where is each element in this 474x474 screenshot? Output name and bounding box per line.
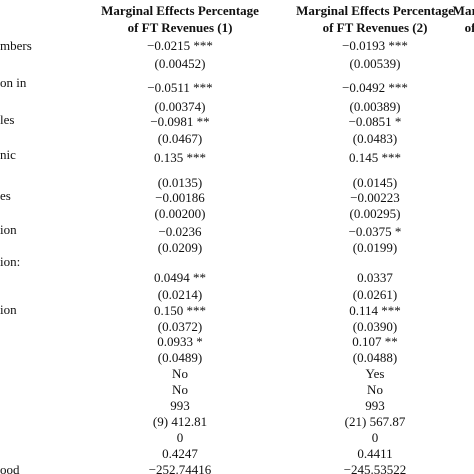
table-cell: No xyxy=(172,382,188,397)
table-cell: 0.0494 ** xyxy=(154,270,206,285)
table-cell: −0.0375 * xyxy=(348,224,402,239)
row-label: ion xyxy=(0,222,17,237)
table-cell: 0.4247 xyxy=(162,446,198,461)
table-cell: 0.114 *** xyxy=(349,303,401,318)
table-cell: 0.4411 xyxy=(357,446,393,461)
table-cell: Yes xyxy=(365,366,385,381)
table-cell: 0.0933 * xyxy=(157,334,203,349)
table-cell: (0.0135) xyxy=(157,175,203,190)
table-cell: (0.0145) xyxy=(352,175,398,190)
table-cell: No xyxy=(172,366,188,381)
table-cell: −245.53522 xyxy=(343,462,407,474)
column-header: Margi xyxy=(452,3,474,18)
table-cell: (9) 412.81 xyxy=(152,414,208,429)
table-cell: 0.135 *** xyxy=(154,150,206,165)
table-cell: 0 xyxy=(371,430,379,445)
table-cell: (0.0214) xyxy=(157,287,203,302)
row-label: mbers xyxy=(0,38,32,53)
table-cell: −0.0193 *** xyxy=(342,38,408,53)
table-cell: −0.0236 xyxy=(158,224,202,239)
table-cell: (0.0199) xyxy=(352,240,398,255)
table-cell: 0.107 ** xyxy=(352,334,398,349)
table-cell: (0.0372) xyxy=(157,319,203,334)
table-cell: (0.0467) xyxy=(157,131,203,146)
table-cell: −0.0981 ** xyxy=(150,114,210,129)
table-cell: −252.74416 xyxy=(148,462,212,474)
column-header: of FT Revenues (1) xyxy=(127,20,233,35)
table-cell: (0.00295) xyxy=(349,206,401,221)
table-cell: (0.00374) xyxy=(154,99,206,114)
row-label: on in xyxy=(0,75,27,90)
row-label: les xyxy=(0,112,15,127)
table-cell: (0.0209) xyxy=(157,240,203,255)
table-cell: 993 xyxy=(365,398,385,413)
table-cell: (0.00389) xyxy=(349,99,401,114)
row-label: ood xyxy=(0,462,20,474)
row-label: ion xyxy=(0,302,17,317)
table-cell: (0.0261) xyxy=(352,287,398,302)
row-label: ion: xyxy=(0,254,21,269)
column-header: Marginal Effects Percentage xyxy=(296,3,454,18)
table-cell: 0.0337 xyxy=(357,270,393,285)
table-cell: (0.0390) xyxy=(352,319,398,334)
table-cell: (0.00539) xyxy=(349,56,401,71)
table-cell: −0.00186 xyxy=(155,190,205,205)
table-cell: 0.145 *** xyxy=(349,150,401,165)
table-cell: −0.0215 *** xyxy=(147,38,213,53)
table-cell: (0.0488) xyxy=(352,350,398,365)
column-header: of FT Revenues (2) xyxy=(322,20,428,35)
table-cell: (0.00452) xyxy=(154,56,206,71)
row-label: nic xyxy=(0,147,16,162)
table-cell: (0.0489) xyxy=(157,350,203,365)
column-header: Marginal Effects Percentage xyxy=(101,3,259,18)
table-cell: 993 xyxy=(170,398,190,413)
table-cell: 0 xyxy=(176,430,184,445)
table-cell: −0.00223 xyxy=(350,190,400,205)
table-cell: No xyxy=(367,382,383,397)
table-cell: (0.0483) xyxy=(352,131,398,146)
table-cell: (0.00200) xyxy=(154,206,206,221)
table-cell: (21) 567.87 xyxy=(344,414,406,429)
row-label: es xyxy=(0,188,11,203)
table-cell: −0.0511 *** xyxy=(147,80,213,95)
table-cell: −0.0492 *** xyxy=(342,80,408,95)
column-header: of xyxy=(464,20,474,35)
table-cell: 0.150 *** xyxy=(154,303,206,318)
table-cell: −0.0851 * xyxy=(348,114,402,129)
